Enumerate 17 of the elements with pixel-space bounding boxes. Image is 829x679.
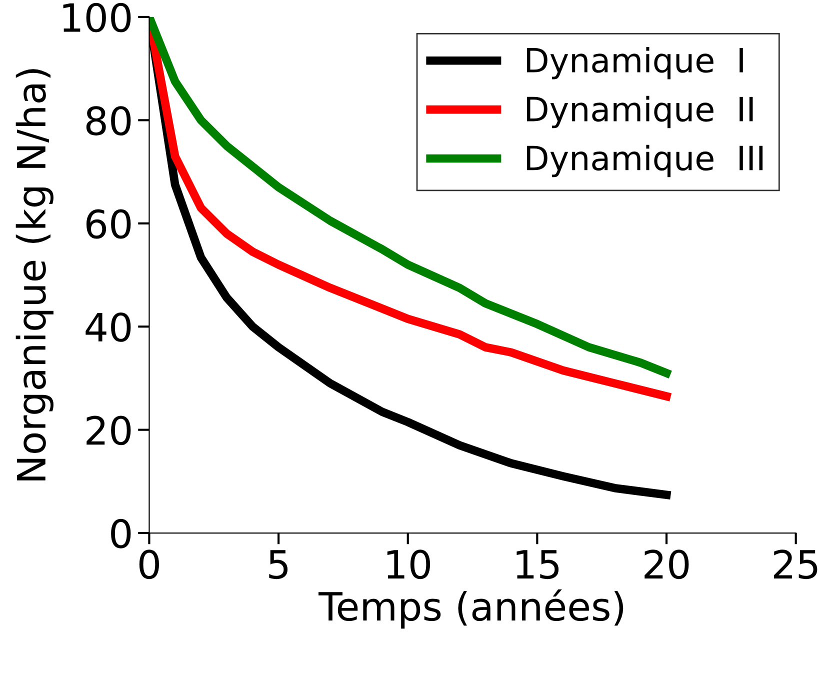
x-tick-label: 25 (774, 550, 818, 580)
x-tick-label: 10 (387, 550, 430, 580)
x-tick-label: 15 (516, 550, 559, 580)
legend-label: Dynamique II (526, 96, 753, 128)
x-tick-label: 0 (139, 550, 160, 580)
x-tick-label: 5 (269, 550, 288, 580)
legend-label: Dynamique III (526, 144, 763, 178)
legend-label: Dynamique I (526, 46, 743, 80)
y-tick-label: 100 (63, 2, 131, 32)
y-tick-label: 60 (86, 209, 131, 239)
y-tick-label: 20 (86, 416, 131, 446)
y-axis-title: Norganique (kg N/ha) (16, 69, 54, 480)
x-axis-title: Temps (années) (318, 589, 624, 629)
y-tick-label: 0 (111, 518, 131, 548)
y-tick-label: 80 (86, 106, 131, 136)
x-tick-label: 20 (644, 550, 689, 580)
y-tick-label: 40 (86, 312, 131, 342)
